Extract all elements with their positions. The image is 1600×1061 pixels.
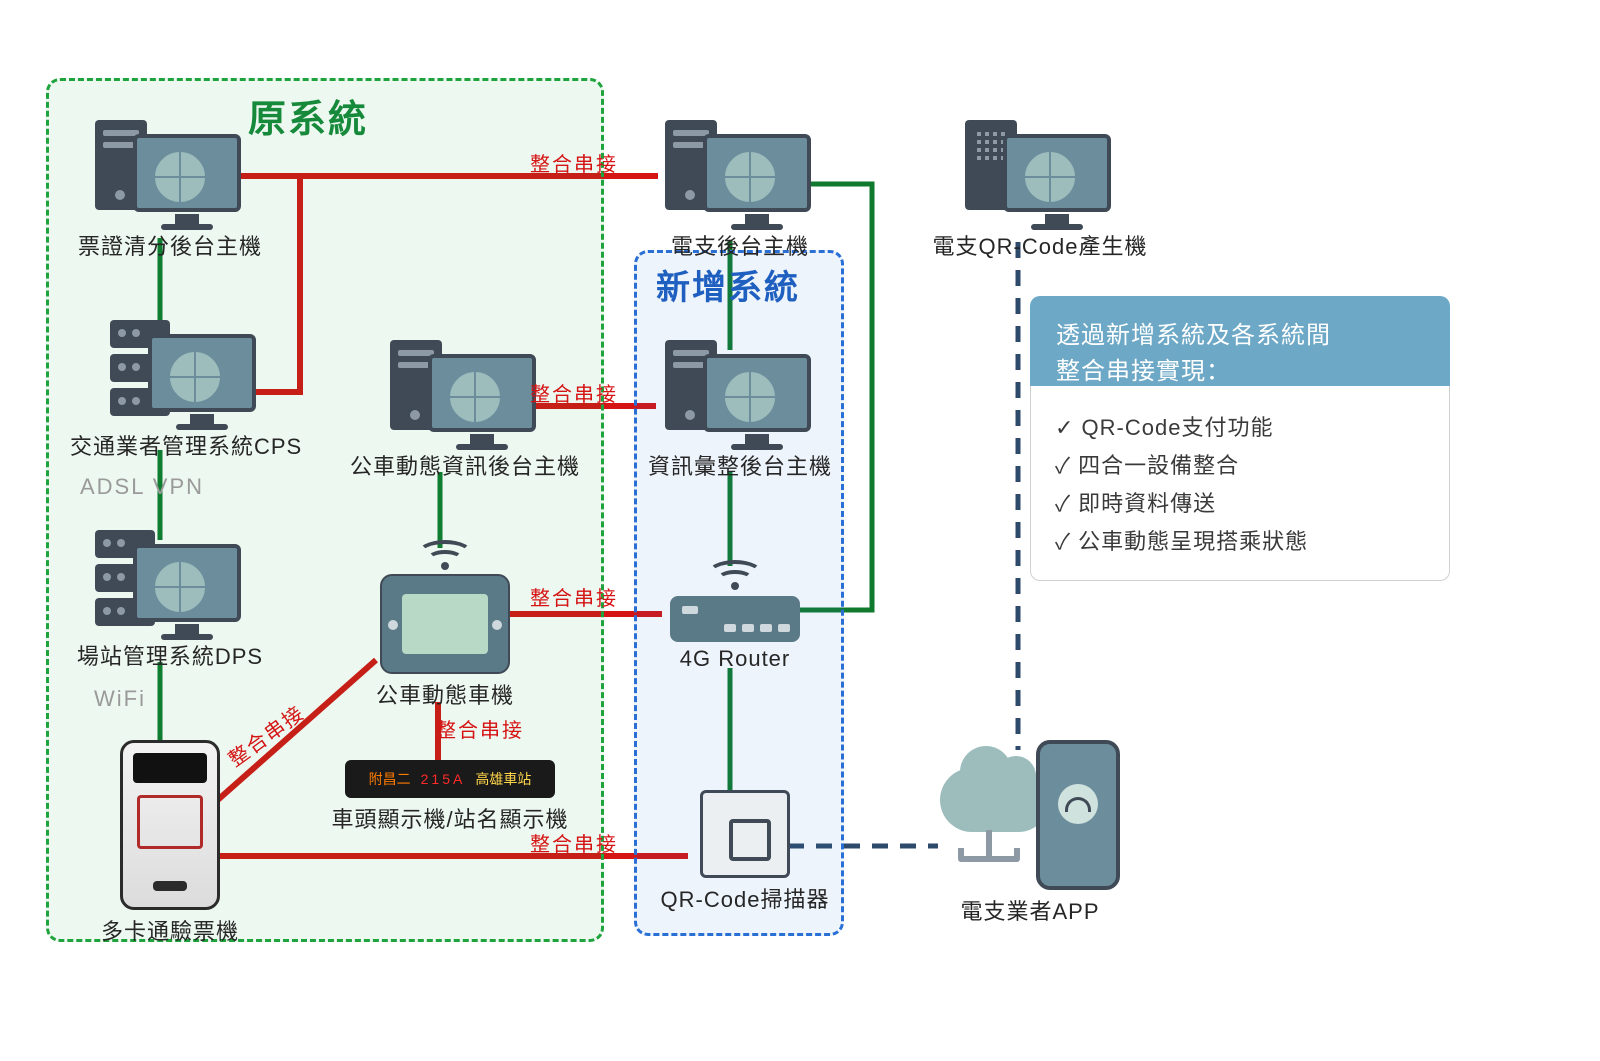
edge-label: 整合串接	[530, 378, 618, 407]
node-label: 資訊彙整後台主機	[640, 449, 840, 481]
node-led-display: 附昌二 215A 高雄車站 車頭顯示機/站名顯示機	[330, 760, 570, 834]
node-info-agg: 資訊彙整後台主機	[640, 340, 840, 481]
qr-generator-icon	[965, 120, 1115, 225]
node-label: 電支QR-Code產生機	[930, 229, 1150, 261]
node-label: 多卡通驗票機	[90, 914, 250, 946]
node-label: 票證清分後台主機	[70, 229, 270, 261]
node-label: 電支後台主機	[640, 229, 840, 261]
node-qr-scanner: QR-Code掃描器	[650, 790, 840, 914]
info-heading-1: 透過新增系統及各系統間	[1056, 318, 1424, 354]
group-new-title: 新增系統	[656, 260, 800, 309]
server-icon	[95, 120, 245, 225]
info-item: 即時資料傳送	[1055, 486, 1425, 518]
aux-adsl-vpn: ADSL VPN	[80, 474, 204, 500]
node-label: 交通業者管理系統CPS	[70, 429, 300, 461]
info-heading-2: 整合串接實現：	[1056, 354, 1424, 390]
edge-label: 整合串接	[436, 714, 524, 743]
server-icon	[390, 340, 540, 445]
cloud-app-icon	[940, 740, 1120, 890]
info-item: 公車動態呈現搭乘狀態	[1055, 524, 1425, 556]
node-label: 場站管理系統DPS	[70, 639, 270, 671]
qr-scanner-icon	[700, 790, 790, 878]
rack-server-icon	[95, 530, 245, 635]
node-validator: 多卡通驗票機	[90, 740, 250, 946]
node-epay-backend: 電支後台主機	[640, 120, 840, 261]
bus-obu-icon	[370, 540, 520, 674]
info-item: QR-Code支付功能	[1055, 410, 1425, 442]
node-label: 公車動態資訊後台主機	[350, 449, 580, 481]
node-label: 電支業者APP	[930, 894, 1130, 926]
node-label: QR-Code掃描器	[650, 882, 840, 914]
card-validator-icon	[120, 740, 220, 910]
edge-label: 整合串接	[530, 828, 618, 857]
aux-wifi: WiFi	[94, 686, 146, 712]
info-item: 四合一設備整合	[1055, 448, 1425, 480]
edge-label: 整合串接	[530, 582, 618, 611]
server-icon	[665, 120, 815, 225]
node-qr-gen: 電支QR-Code產生機	[930, 120, 1150, 261]
node-label: 4G Router	[650, 646, 820, 672]
node-app: 電支業者APP	[930, 740, 1130, 926]
node-dps: 場站管理系統DPS	[70, 530, 270, 671]
edge-label: 整合串接	[530, 148, 618, 177]
server-icon	[665, 340, 815, 445]
node-label: 公車動態車機	[360, 678, 530, 710]
node-cps: 交通業者管理系統CPS	[70, 320, 300, 461]
router-icon	[670, 560, 800, 642]
rack-server-icon	[110, 320, 260, 425]
info-list: QR-Code支付功能 四合一設備整合 即時資料傳送 公車動態呈現搭乘狀態	[1030, 386, 1450, 581]
node-ticket-clearing: 票證清分後台主機	[70, 120, 270, 261]
node-router: 4G Router	[650, 560, 820, 672]
diagram-canvas: 原系統 新增系統 票證清分後台主機 交通業者管理系統CPS ADSL VPN 場…	[0, 0, 1600, 1061]
led-display-icon: 附昌二 215A 高雄車站	[345, 760, 555, 798]
node-bus-info-backend: 公車動態資訊後台主機	[350, 340, 580, 481]
node-bus-obu: 公車動態車機	[360, 540, 530, 710]
